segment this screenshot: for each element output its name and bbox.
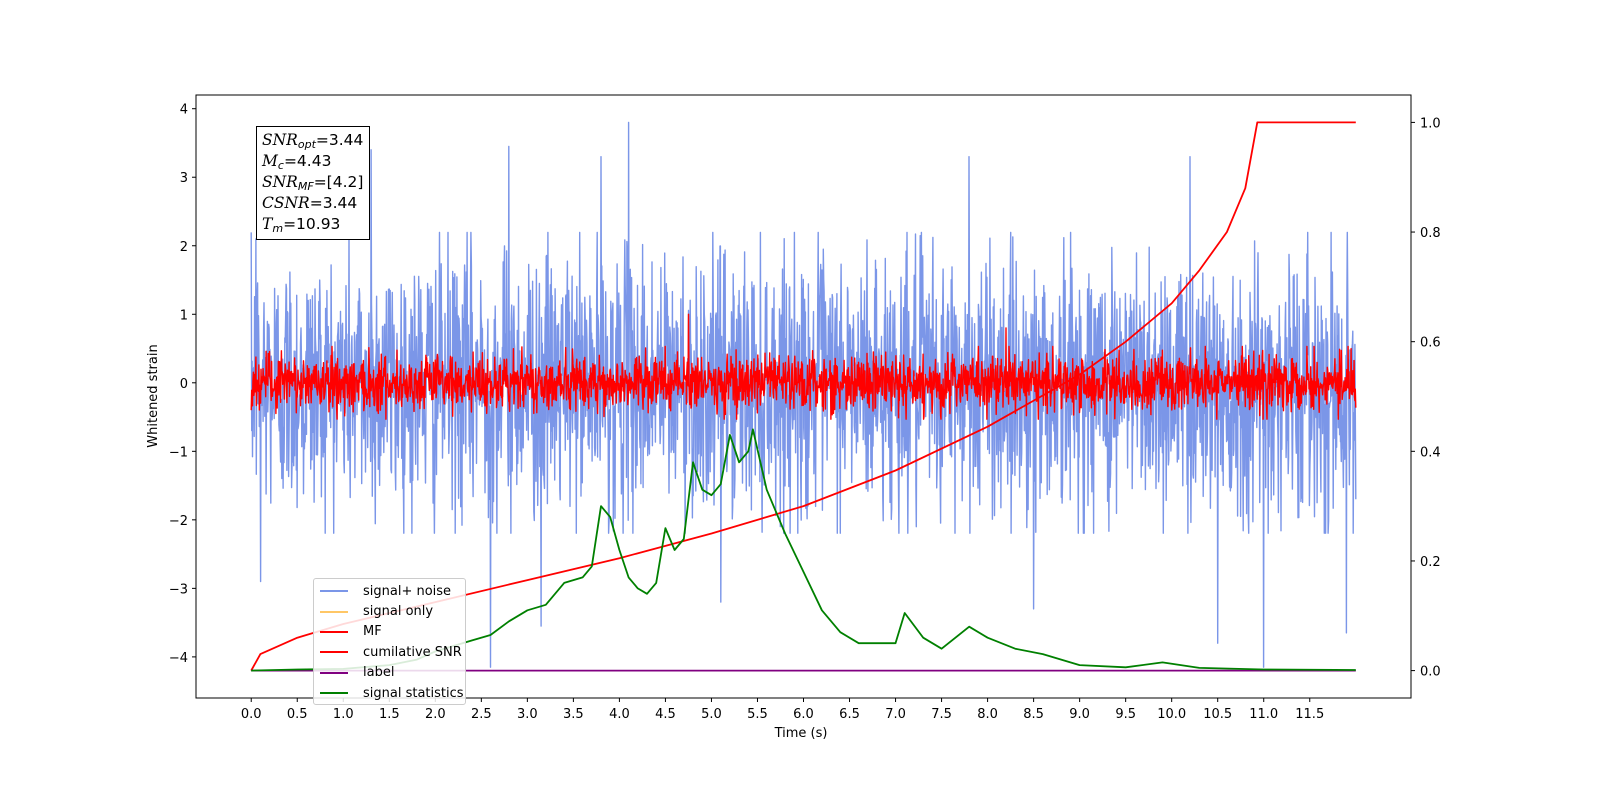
y-left-tick-label: 0: [180, 377, 188, 392]
chirp-mass-annotation: Mc=4.43: [262, 152, 332, 172]
y-left-tick-label: 1: [180, 308, 188, 323]
snr-opt-value: =3.44: [315, 131, 364, 149]
x-tick-label: 8.5: [1023, 707, 1044, 722]
x-tick-label: 6.0: [793, 707, 814, 722]
legend-item: MF: [314, 622, 465, 642]
legend-item: signal statistics: [314, 683, 465, 703]
x-tick-label: 1.5: [379, 707, 400, 722]
y-axis-label: Whitened strain: [146, 344, 161, 447]
metrics-annotation-box: SNRopt=3.44 Mc=4.43 SNRMF=[4.2] CSNR=3.4…: [256, 126, 370, 240]
x-tick-label: 9.5: [1115, 707, 1136, 722]
y-axis-left: 4 3 2 1 0 −1 −2 −3 −4: [169, 103, 196, 666]
x-tick-label: 3.5: [563, 707, 584, 722]
x-tick-label: 0.5: [287, 707, 308, 722]
legend-label: signal+ noise: [363, 583, 452, 599]
y-left-tick-label: 3: [180, 171, 188, 186]
legend-swatch: [320, 651, 348, 654]
y-left-tick-label: −1: [169, 445, 188, 460]
legend-label: signal statistics: [363, 685, 464, 701]
series-mf: [250, 313, 1357, 420]
x-tick-label: 6.5: [839, 707, 860, 722]
x-tick-label: 7.0: [885, 707, 906, 722]
legend-swatch: [320, 692, 348, 695]
x-tick-label: 11.5: [1295, 707, 1324, 722]
x-tick-label: 3.0: [517, 707, 538, 722]
legend-label: cumilative SNR: [363, 644, 462, 660]
x-tick-label: 9.0: [1069, 707, 1090, 722]
legend-item: cumilative SNR: [314, 642, 465, 662]
x-tick-label: 1.0: [333, 707, 354, 722]
y-left-tick-label: −3: [169, 582, 188, 597]
x-tick-label: 7.5: [931, 707, 952, 722]
x-tick-label: 2.0: [425, 707, 446, 722]
snr-mf-annotation: SNRMF=[4.2]: [262, 173, 364, 193]
y-right-tick-label: 0.2: [1420, 555, 1441, 570]
legend-label: label: [363, 665, 395, 681]
x-tick-label: 10.5: [1203, 707, 1232, 722]
legend-label: signal only: [363, 604, 434, 620]
x-axis: 0.0 0.5 1.0 1.5 2.0 2.5 3.0 3.5 4.0 4.5 5.0 5.5 6.0 6…: [241, 698, 1324, 722]
y-left-tick-label: −2: [169, 514, 188, 529]
legend-label: MF: [363, 624, 382, 640]
csnr-value: =3.44: [309, 194, 358, 212]
y-right-tick-label: 0.4: [1420, 445, 1441, 460]
legend-swatch: [320, 630, 348, 633]
x-tick-label: 10.0: [1157, 707, 1186, 722]
x-tick-label: 4.0: [609, 707, 630, 722]
y-right-tick-label: 1.0: [1420, 116, 1441, 131]
y-right-tick-label: 0.0: [1420, 665, 1441, 680]
x-tick-label: 8.0: [977, 707, 998, 722]
x-tick-label: 0.0: [241, 707, 262, 722]
series-signal-statistics: [251, 428, 1356, 672]
legend-item: label: [314, 663, 465, 683]
csnr-annotation: CSNR=3.44: [262, 194, 358, 212]
snr-opt-annotation: SNRopt=3.44: [262, 131, 364, 151]
y-left-tick-label: 2: [180, 240, 188, 255]
tm-annotation: Tm=10.93: [262, 215, 341, 235]
y-left-tick-label: 4: [180, 103, 188, 118]
x-tick-label: 5.0: [701, 707, 722, 722]
x-tick-label: 4.5: [655, 707, 676, 722]
legend-swatch: [320, 610, 348, 613]
y-axis-right: 1.0 0.8 0.6 0.4 0.2 0.0: [1411, 116, 1441, 680]
snr-mf-value: =[4.2]: [313, 173, 364, 191]
x-tick-label: 2.5: [471, 707, 492, 722]
x-tick-label: 11.0: [1249, 707, 1278, 722]
y-left-tick-label: −4: [169, 651, 188, 666]
legend-swatch: [320, 590, 348, 593]
y-right-tick-label: 0.6: [1420, 336, 1441, 351]
y-right-tick-label: 0.8: [1420, 226, 1441, 241]
legend: signal+ noise signal only MF cumilative SNR…: [313, 578, 466, 705]
legend-item: signal only: [314, 601, 465, 621]
tm-value: =10.93: [283, 215, 341, 233]
x-tick-label: 5.5: [747, 707, 768, 722]
legend-swatch: [320, 671, 348, 674]
chirp-mass-value: =4.43: [283, 152, 332, 170]
x-axis-label: Time (s): [774, 726, 828, 741]
legend-item: signal+ noise: [314, 581, 465, 601]
